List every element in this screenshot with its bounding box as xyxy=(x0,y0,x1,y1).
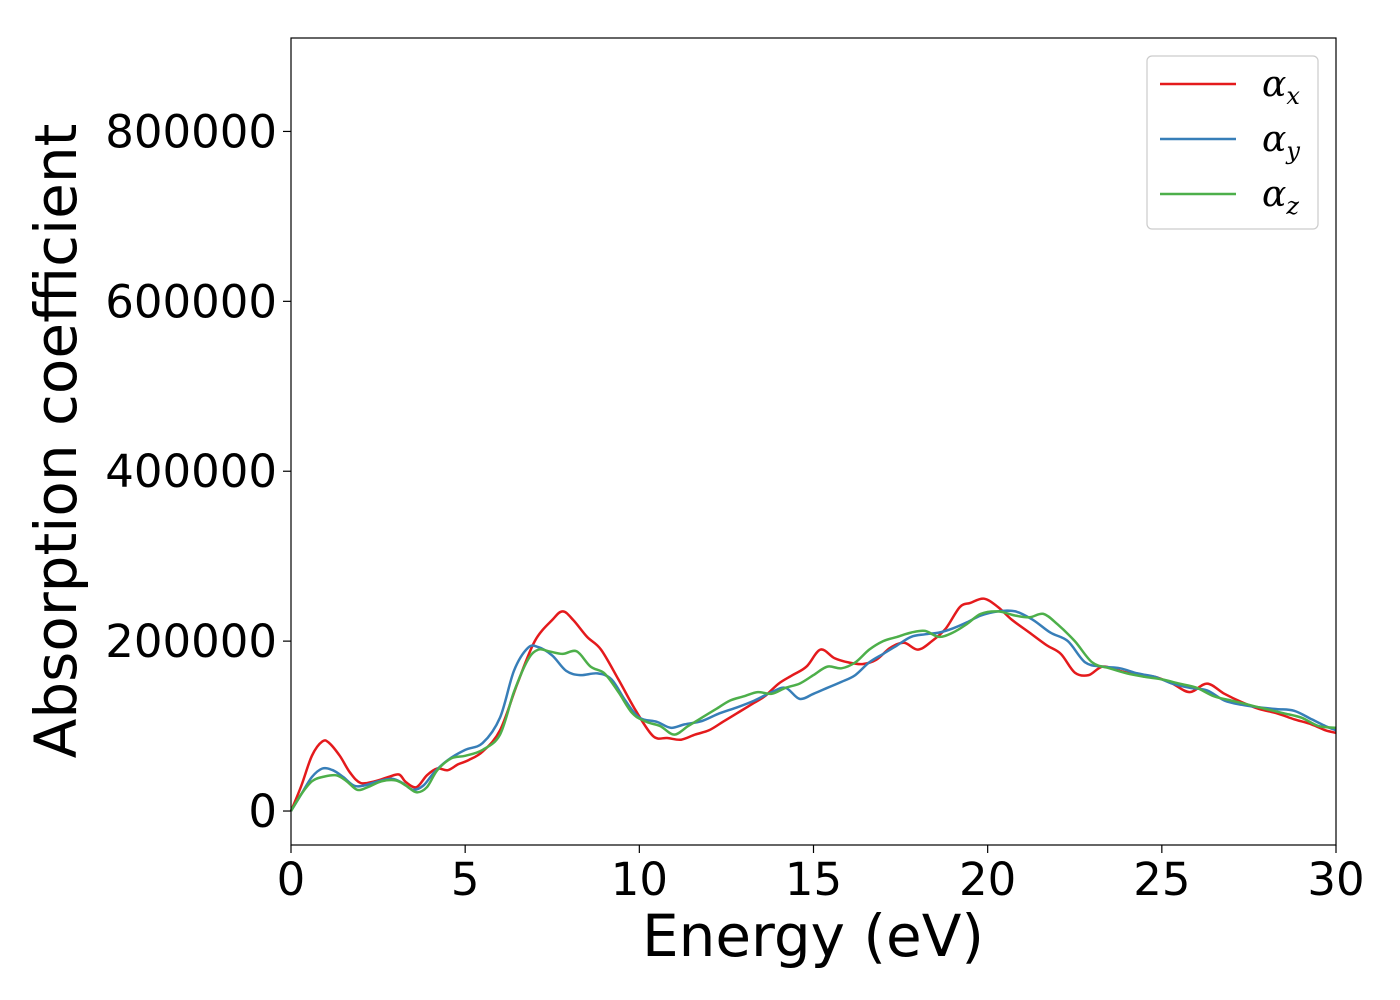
x-axis-title: Energy (eV) xyxy=(642,902,984,970)
x-tick-label: 15 xyxy=(785,853,842,906)
legend-label-subscript: y xyxy=(1285,137,1300,165)
legend-label-x: αx xyxy=(1262,64,1300,110)
x-tick-label: 0 xyxy=(277,853,306,906)
x-tick-label: 5 xyxy=(451,853,480,906)
legend-box xyxy=(1146,55,1319,230)
legend-label-subscript: x xyxy=(1286,82,1300,110)
x-tick-label: 30 xyxy=(1307,853,1364,906)
x-tick-label: 25 xyxy=(1133,853,1190,906)
y-axis-ticks: 0 200000 400000 600000 800000 xyxy=(105,105,291,838)
y-tick-label: 600000 xyxy=(105,275,277,328)
x-tick-label: 20 xyxy=(959,853,1016,906)
series-line-y xyxy=(289,609,1337,812)
x-axis-ticks: 0 5 10 15 20 25 30 xyxy=(277,845,1365,906)
series-layer xyxy=(289,597,1337,812)
series-line-z xyxy=(289,610,1337,812)
y-tick-label: 400000 xyxy=(105,445,277,498)
y-tick-label: 800000 xyxy=(105,105,277,158)
legend-label-subscript: z xyxy=(1285,192,1299,220)
y-tick-label: 0 xyxy=(248,785,277,838)
x-tick-label: 10 xyxy=(611,853,668,906)
y-tick-label: 200000 xyxy=(105,615,277,668)
y-axis-title: Absorption coefficient xyxy=(22,124,90,759)
